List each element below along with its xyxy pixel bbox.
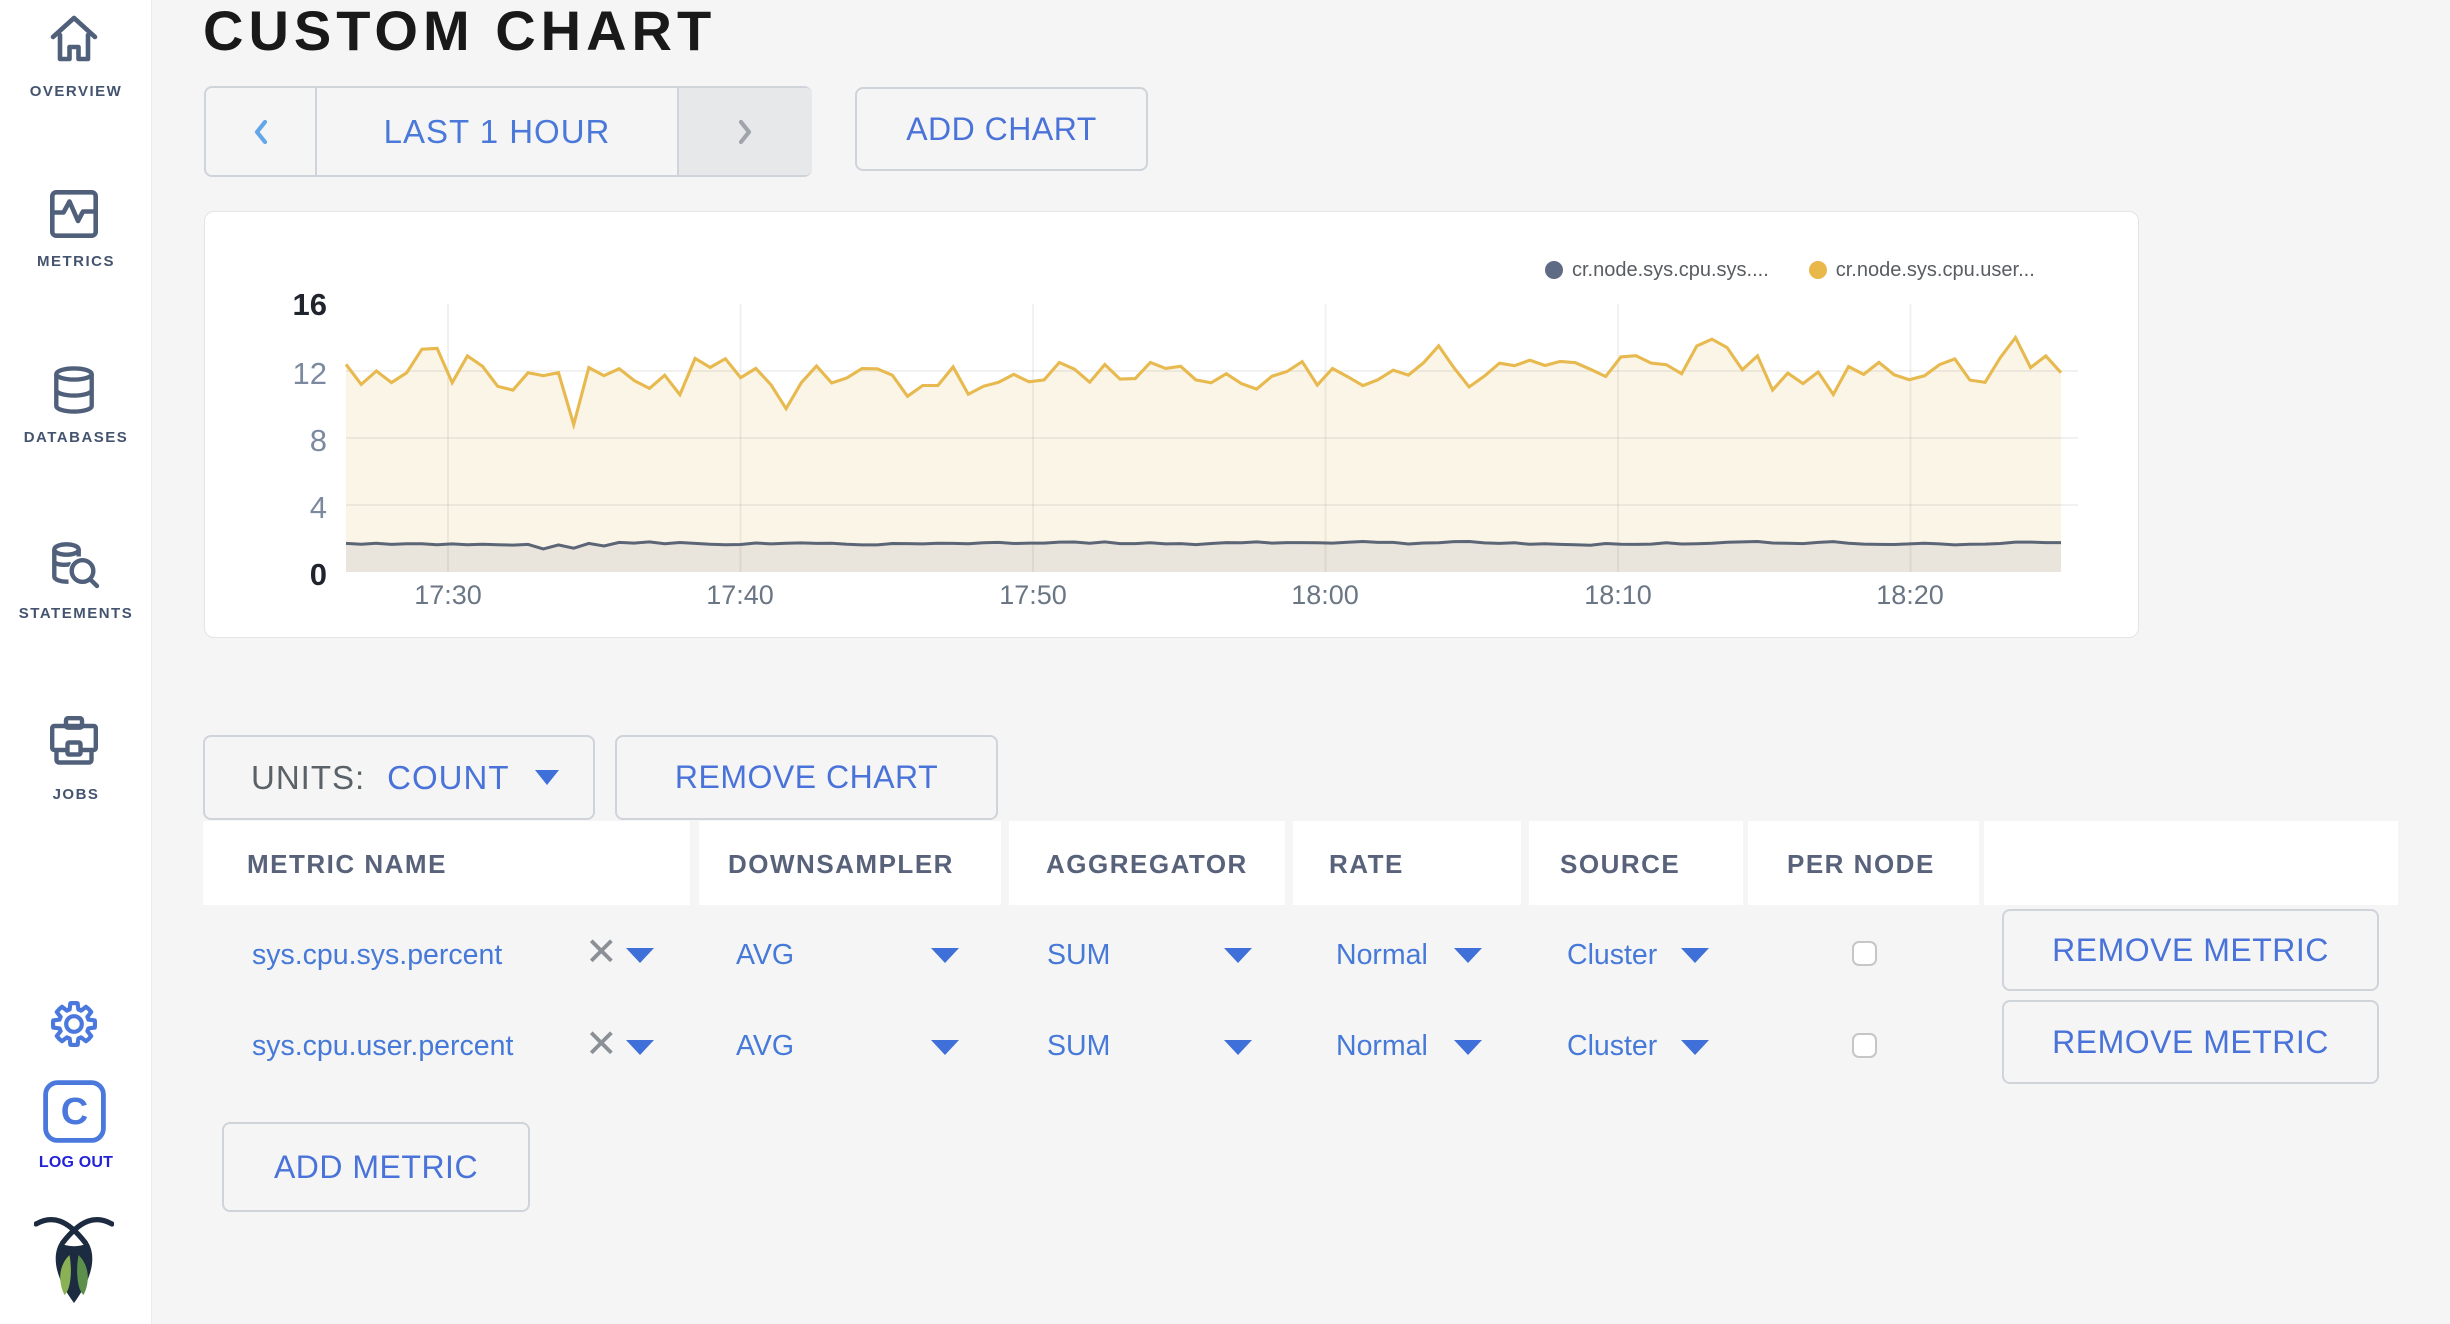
svg-text:C: C	[61, 1091, 88, 1133]
